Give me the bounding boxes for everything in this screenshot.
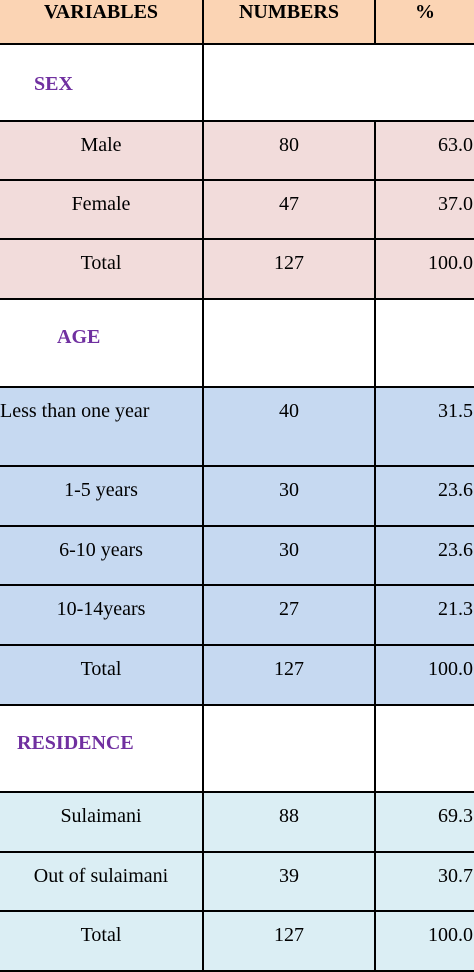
row-variable: Sulaimani bbox=[0, 791, 204, 853]
table-row: 10-14years 27 21.3 bbox=[0, 584, 474, 646]
section-row-sex: SEX bbox=[0, 43, 474, 122]
table-row: Female 47 37.0 bbox=[0, 179, 474, 240]
row-variable: Out of sulaimani bbox=[0, 851, 204, 912]
row-percent: 100.0 bbox=[374, 238, 474, 300]
row-percent: 69.3 bbox=[374, 791, 474, 853]
row-variable: Less than one year bbox=[0, 386, 204, 467]
table-row: 1-5 years 30 23.6 bbox=[0, 465, 474, 527]
section-label-age: AGE bbox=[0, 298, 204, 388]
row-percent: 23.6 bbox=[374, 525, 474, 586]
section-empty-cell bbox=[203, 704, 375, 793]
table-row: 6-10 years 30 23.6 bbox=[0, 525, 474, 586]
row-number: 127 bbox=[202, 644, 376, 706]
row-number: 30 bbox=[202, 525, 376, 586]
section-row-age: AGE bbox=[0, 298, 474, 388]
row-percent: 37.0 bbox=[374, 179, 474, 240]
table-row: Sulaimani 88 69.3 bbox=[0, 791, 474, 853]
section-empty-cell bbox=[203, 298, 375, 388]
section-label-residence: RESIDENCE bbox=[0, 704, 204, 793]
table-row: Total 127 100.0 bbox=[0, 238, 474, 300]
header-numbers: NUMBERS bbox=[202, 0, 376, 45]
section-label-sex: SEX bbox=[0, 43, 204, 122]
table-row: Less than one year 40 31.5 bbox=[0, 386, 474, 467]
row-number: 47 bbox=[202, 179, 376, 240]
row-variable: Female bbox=[0, 179, 204, 240]
row-variable: 1-5 years bbox=[0, 465, 204, 527]
row-number: 80 bbox=[202, 120, 376, 181]
row-number: 27 bbox=[202, 584, 376, 646]
header-variables: VARIABLES bbox=[0, 0, 204, 45]
row-percent: 21.3 bbox=[374, 584, 474, 646]
row-variable: Total bbox=[0, 910, 204, 972]
row-number: 88 bbox=[202, 791, 376, 853]
table-row: Total 127 100.0 bbox=[0, 644, 474, 706]
section-empty-cell bbox=[374, 298, 474, 388]
row-variable: Male bbox=[0, 120, 204, 181]
row-variable: Total bbox=[0, 644, 204, 706]
row-number: 30 bbox=[202, 465, 376, 527]
row-number: 127 bbox=[202, 238, 376, 300]
row-percent: 100.0 bbox=[374, 644, 474, 706]
header-row: VARIABLES NUMBERS % bbox=[0, 0, 474, 45]
row-number: 39 bbox=[202, 851, 376, 912]
row-number: 127 bbox=[202, 910, 376, 972]
row-number: 40 bbox=[202, 386, 376, 467]
row-percent: 31.5 bbox=[374, 386, 474, 467]
table-row: Out of sulaimani 39 30.7 bbox=[0, 851, 474, 912]
row-percent: 30.7 bbox=[374, 851, 474, 912]
row-variable: 6-10 years bbox=[0, 525, 204, 586]
row-percent: 100.0 bbox=[374, 910, 474, 972]
row-percent: 63.0 bbox=[374, 120, 474, 181]
section-empty-cell bbox=[374, 704, 474, 793]
section-empty-cell bbox=[203, 43, 375, 122]
table-row: Total 127 100.0 bbox=[0, 910, 474, 972]
row-percent: 23.6 bbox=[374, 465, 474, 527]
row-variable: 10-14years bbox=[0, 584, 204, 646]
table-row: Male 80 63.0 bbox=[0, 120, 474, 181]
section-empty-cell bbox=[375, 43, 474, 122]
header-percent: % bbox=[374, 0, 474, 45]
section-row-residence: RESIDENCE bbox=[0, 704, 474, 793]
row-variable: Total bbox=[0, 238, 204, 300]
